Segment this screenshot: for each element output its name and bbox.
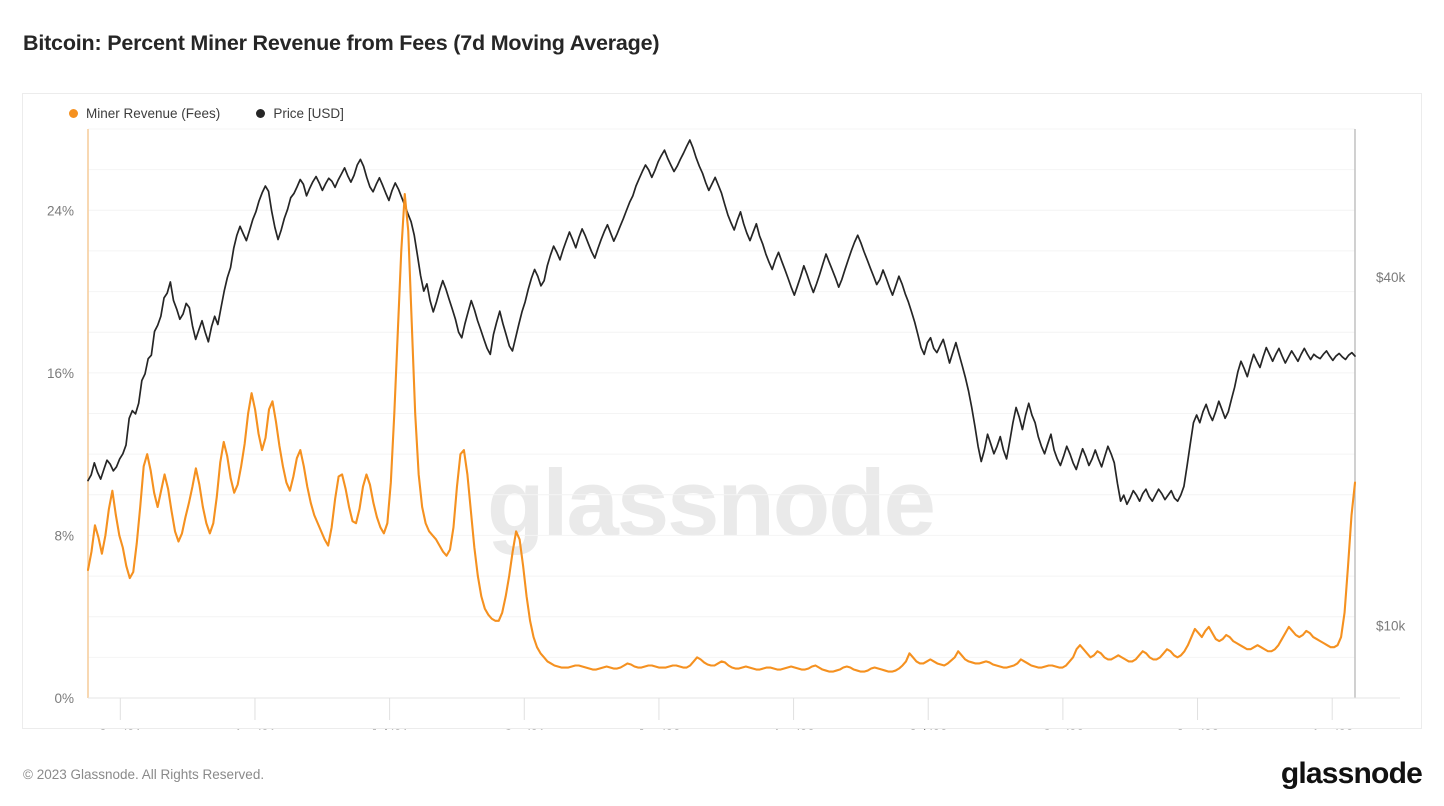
- footer-logo: glassnode: [1280, 757, 1423, 790]
- x-axis-tick-label: Jan '22: [637, 727, 680, 730]
- x-axis-tick-label: Oct '22: [1042, 727, 1084, 730]
- plot-area[interactable]: glassnode 0%8%16%24%$10k$40kJan '21Apr '…: [23, 94, 1423, 730]
- series-line-miner-revenue-fees: [86, 192, 1357, 673]
- footer-copyright: © 2023 Glassnode. All Rights Reserved.: [23, 767, 265, 782]
- y-axis-right-tick-label: $40k: [1376, 270, 1406, 285]
- y-axis-right-tick-label: $10k: [1376, 619, 1406, 634]
- chart-card: Miner Revenue (Fees) Price [USD] glassno…: [22, 93, 1423, 730]
- x-axis-tick-label: Oct '21: [503, 727, 545, 730]
- x-axis-tick-label: Apr '22: [772, 727, 814, 730]
- x-axis-tick-label: Jul '21: [370, 727, 409, 730]
- x-axis-tick-label: Jan '21: [99, 727, 142, 730]
- chart-svg[interactable]: 0% 8% 16% 24% $10k $40k Jan '21 Apr '21 Jul '21 O…: [23, 94, 1423, 730]
- legend-item-price[interactable]: Price [USD]: [256, 106, 344, 121]
- y-axis-left-tick-label: 24%: [47, 203, 74, 218]
- legend-item-miner-revenue[interactable]: Miner Revenue (Fees): [69, 106, 220, 121]
- legend-label-price: Price [USD]: [273, 106, 344, 121]
- series-line-price-usd: [87, 139, 1356, 506]
- legend-dot-icon: [256, 109, 266, 118]
- page-title: Bitcoin: Percent Miner Revenue from Fees…: [23, 31, 660, 55]
- x-axis-tick-label: Apr '23: [1311, 727, 1353, 730]
- chart-legend: Miner Revenue (Fees) Price [USD]: [69, 106, 344, 121]
- x-axis-tick-label: Jan '23: [1176, 727, 1219, 730]
- x-axis-tick-label: Jul '22: [909, 727, 948, 730]
- x-axis-tick-label: Apr '21: [234, 727, 276, 730]
- legend-label-miner-revenue: Miner Revenue (Fees): [86, 106, 221, 121]
- y-axis-left-tick-label: 16%: [47, 366, 74, 381]
- legend-dot-icon: [69, 109, 78, 118]
- y-axis-left-tick-label: 0%: [54, 691, 74, 706]
- y-axis-left-tick-label: 8%: [54, 528, 74, 543]
